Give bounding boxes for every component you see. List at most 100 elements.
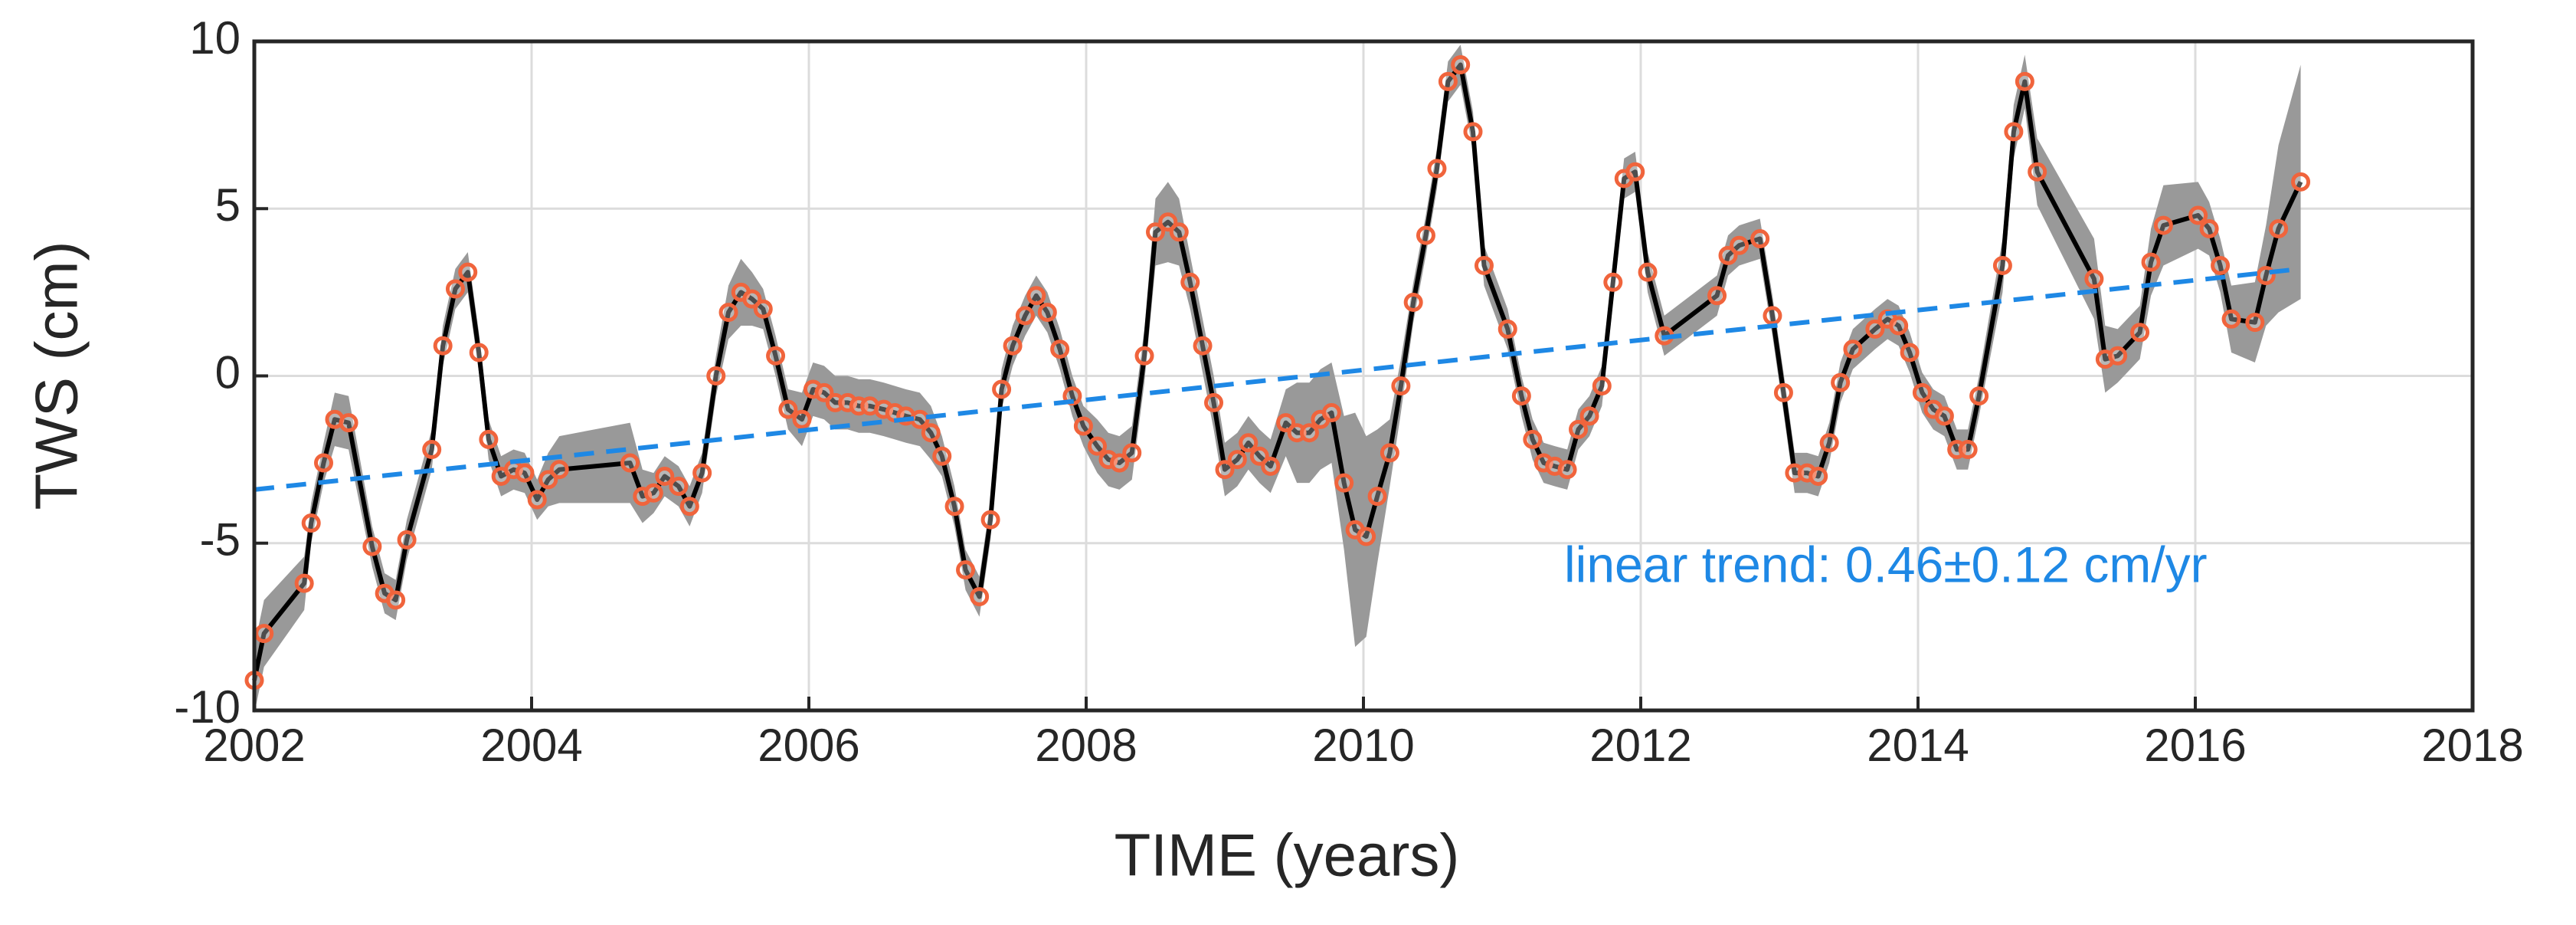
data-point [2291,172,2311,192]
data-point [2269,218,2289,238]
data-point [397,530,417,549]
data-point [1808,466,1828,486]
data-point [1603,272,1623,292]
data-point [980,510,1000,530]
data-point [1146,222,1165,242]
data-point [1204,392,1224,412]
data-point [1380,443,1399,463]
data-point [314,453,333,473]
data-point [1474,255,1494,275]
data-point [1958,440,1978,460]
data-point [1416,225,1435,245]
data-point [766,346,786,366]
data-point [1169,222,1189,242]
data-point [1134,346,1154,366]
data-point [254,624,274,644]
data-point [1073,416,1093,436]
data-point [1511,386,1531,406]
data-point [1037,303,1057,323]
y-tick-label: 5 [215,179,241,231]
series-line [252,62,2303,681]
data-point [1367,487,1387,507]
data-point [692,463,712,483]
data-point [386,590,406,610]
data-point [2211,255,2231,275]
data-point [1638,262,1658,282]
data-point [422,440,442,460]
data-point [527,490,547,510]
data-point [1592,376,1612,396]
data-point [932,446,952,466]
data-point [1227,450,1247,470]
x-tick-label: 2010 [1312,720,1414,771]
x-tick-label: 2018 [2421,720,2523,771]
data-point [620,453,640,473]
data-point [970,587,990,607]
data-point [944,497,964,517]
data-point [1831,372,1851,392]
data-point [679,497,699,517]
trend-line [254,266,2301,492]
data-point [1969,386,1989,406]
data-point [1239,433,1259,453]
data-point [2028,162,2047,182]
data-point [1865,319,1885,339]
data-point [1427,159,1447,179]
data-point [1215,460,1235,480]
data-point [2004,122,2024,142]
data-point [921,423,941,443]
x-tick-label: 2004 [480,720,582,771]
data-point [469,343,489,362]
data-point [301,513,321,533]
data-point [1579,406,1599,426]
data-point [1261,456,1281,476]
data-point [433,336,453,356]
data-point [1900,343,1920,362]
data-point [1193,336,1213,356]
x-tick-label: 2002 [203,720,305,771]
x-tick-label: 2016 [2144,720,2246,771]
data-point [1707,286,1727,306]
y-tick-label: 0 [215,346,241,398]
data-point [643,483,663,503]
data-point [778,399,798,419]
trend-annotation: linear trend: 0.46±0.12 cm/yr [1564,536,2208,592]
data-point [1299,423,1319,443]
data-point [956,560,976,580]
data-point [1730,235,1750,255]
x-tick-label: 2008 [1035,720,1137,771]
data-point [1451,55,1471,75]
data-point [792,409,812,429]
data-point [1992,255,2012,275]
data-point [294,573,314,593]
y-axis-label: TWS (cm) [23,241,90,510]
data-point [718,303,738,323]
data-point [1003,336,1023,356]
data-point [1912,382,1932,402]
data-point [1357,526,1376,546]
x-tick-label: 2006 [758,720,859,771]
data-point [1321,403,1341,423]
data-point [1497,319,1517,339]
data-point [1625,162,1645,182]
data-point [655,466,675,486]
x-tick-label: 2012 [1589,720,1691,771]
data-point [362,536,382,556]
y-tick-label: -5 [200,514,241,566]
data-point [2245,313,2265,333]
data-point [910,409,930,429]
data-point [515,463,535,483]
data-point [1763,306,1782,326]
data-point [1889,316,1909,336]
y-tick-label: 10 [189,12,241,64]
x-axis-label: TIME (years) [1115,822,1460,889]
data-point [669,477,689,497]
data-point [2015,71,2034,91]
data-point [2141,252,2161,272]
data-point [1050,339,1070,359]
data-point [1026,286,1046,306]
data-point [1109,453,1129,473]
data-point [2084,269,2104,289]
